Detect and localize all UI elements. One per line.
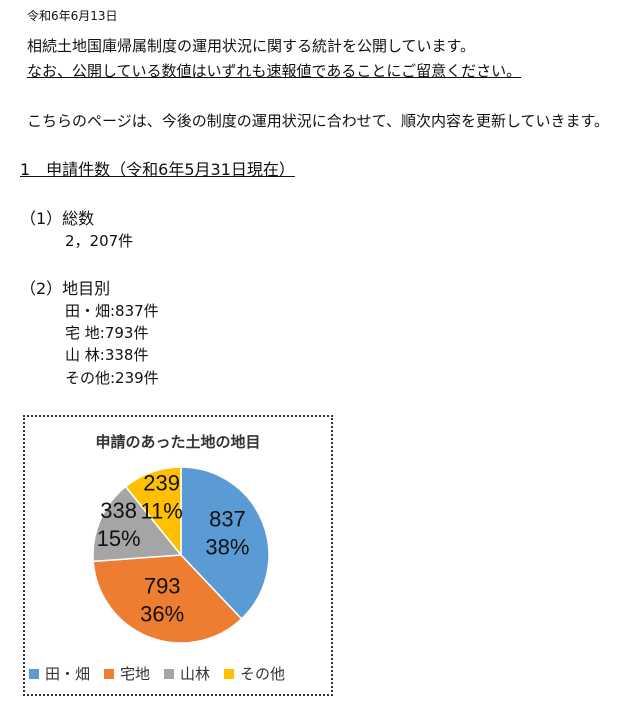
data-label-value: 837	[209, 506, 246, 531]
pie-chart: 申請のあった土地の地目 837 38% 793 36% 338 15% 239 11% 田・畑…	[23, 415, 333, 696]
intro-line-1: 相続土地国庫帰属制度の運用状況に関する統計を公開しています。	[27, 37, 476, 55]
data-label-percent: 36%	[140, 601, 184, 626]
breakdown-heading: （2）地目別	[20, 279, 111, 298]
pie-slice-0	[180, 466, 270, 620]
intro-line-2-notice: なお、公開している数値はいずれも速報値であることにご留意ください。	[27, 62, 522, 80]
data-label-percent: 38%	[205, 534, 249, 559]
breakdown-item: 山 林:338件	[65, 346, 149, 364]
legend-label: 田・畑	[45, 665, 91, 683]
legend-item: 山林	[164, 663, 210, 684]
legend-item: 田・畑	[29, 663, 90, 684]
legend-item: その他	[224, 663, 285, 684]
legend-label: 宅地	[120, 665, 151, 683]
publish-date: 令和6年6月13日	[27, 9, 118, 23]
legend-swatch	[104, 668, 115, 679]
data-label-value: 338	[100, 498, 137, 523]
breakdown-item: その他:239件	[65, 369, 159, 387]
pie-slice-3	[124, 466, 182, 558]
legend-swatch	[224, 668, 235, 679]
total-heading: （1）総数	[20, 209, 95, 228]
legend-item: 宅地	[104, 663, 150, 684]
data-label-percent: 11%	[140, 498, 182, 523]
legend-label: 山林	[180, 665, 211, 683]
legend-swatch	[164, 668, 175, 679]
section-heading: 1 申請件数（令和6年5月31日現在）	[20, 160, 295, 179]
chart-legend: 田・畑 宅地 山林 その他	[29, 663, 285, 684]
breakdown-item: 宅 地:793件	[65, 324, 149, 342]
intro-line-3: こちらのページは、今後の制度の運用状況に合わせて、順次内容を更新していきます。	[27, 112, 610, 130]
data-label-value: 239	[143, 470, 180, 495]
pie-slice-2	[92, 485, 183, 563]
breakdown-item: 田・畑:837件	[65, 302, 159, 320]
pie-slice-1	[92, 554, 243, 644]
pie-svg: 837 38% 793 36% 338 15% 239 11%	[92, 466, 270, 644]
chart-title: 申請のあった土地の地目	[95, 433, 261, 451]
data-label-percent: 15%	[97, 526, 141, 551]
legend-label: その他	[240, 665, 286, 683]
total-value: 2，207件	[65, 232, 134, 250]
legend-swatch	[29, 668, 39, 679]
data-label-value: 793	[144, 573, 181, 598]
